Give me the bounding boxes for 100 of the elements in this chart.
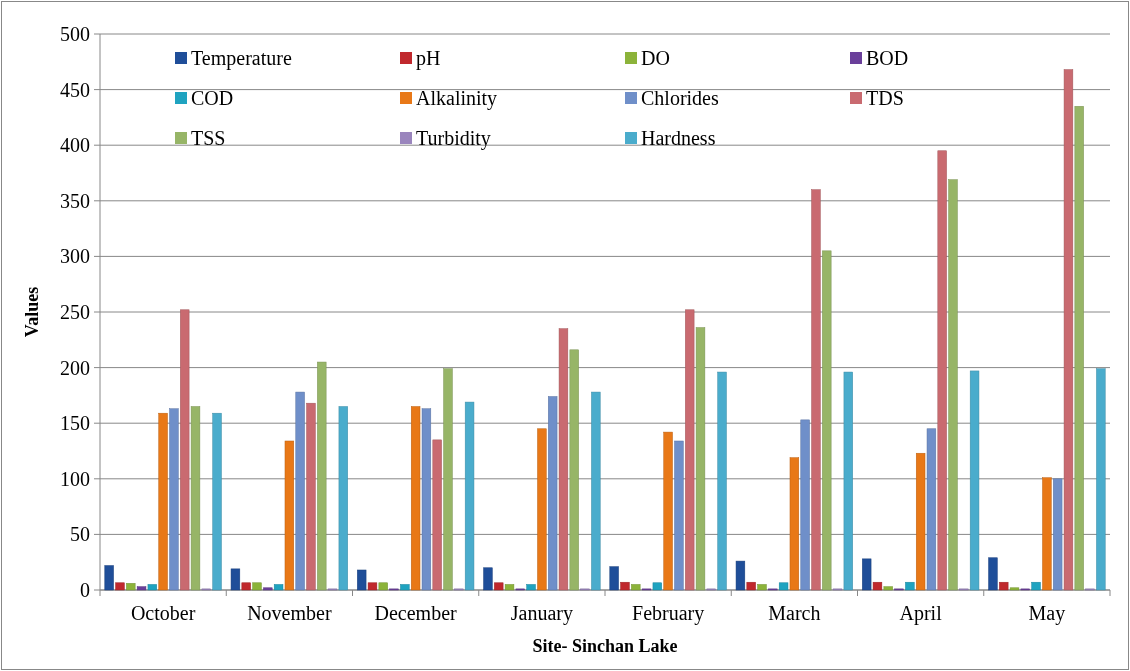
bar <box>872 581 883 591</box>
bar <box>1031 581 1041 591</box>
bar <box>631 584 641 591</box>
bar <box>1042 477 1052 591</box>
bar <box>295 391 305 591</box>
bar <box>999 581 1009 591</box>
bar <box>483 567 493 591</box>
bar <box>591 391 601 591</box>
bar <box>212 412 222 591</box>
bar <box>905 581 915 591</box>
bar <box>735 560 746 591</box>
y-tick-label: 200 <box>60 356 90 379</box>
bar <box>126 583 136 591</box>
bar <box>674 440 684 591</box>
bar <box>1063 69 1074 591</box>
legend-label: Hardness <box>641 127 716 149</box>
legend-label: DO <box>641 47 670 69</box>
y-tick-label: 300 <box>60 245 90 268</box>
bar <box>843 371 853 591</box>
bar <box>822 250 832 591</box>
bar <box>1074 106 1084 591</box>
bar <box>717 371 727 591</box>
bar <box>230 568 241 591</box>
bar <box>652 582 662 591</box>
bar <box>494 582 504 591</box>
y-tick-label: 100 <box>60 467 90 490</box>
bar <box>317 361 327 591</box>
bar <box>988 557 998 591</box>
bar <box>1009 587 1020 591</box>
x-tick-label: January <box>510 602 573 625</box>
bar <box>147 584 157 591</box>
x-tick-label: February <box>632 602 705 625</box>
bar <box>357 569 367 591</box>
bar <box>800 419 810 591</box>
bar <box>663 431 673 591</box>
legend-label: Temperature <box>191 47 292 70</box>
bar <box>948 179 958 591</box>
legend-label: Chlorides <box>641 87 719 109</box>
bar <box>338 406 348 591</box>
bar <box>1053 478 1063 591</box>
bar <box>115 582 125 591</box>
bar <box>915 452 926 591</box>
y-tick-label: 500 <box>60 23 90 45</box>
bar <box>190 406 201 591</box>
bar <box>306 402 316 591</box>
y-tick-label: 50 <box>70 523 90 546</box>
y-tick-label: 350 <box>60 189 90 212</box>
bar <box>883 586 893 591</box>
bar <box>926 428 937 591</box>
y-tick-label: 400 <box>60 134 90 157</box>
x-tick-label: October <box>130 602 196 624</box>
bar <box>169 408 179 591</box>
bar <box>432 439 442 591</box>
bar <box>241 582 251 591</box>
bar <box>158 412 168 591</box>
y-axis-title: Values <box>22 286 42 338</box>
bar <box>685 309 695 591</box>
bar <box>504 584 515 591</box>
bar <box>284 440 295 591</box>
bar <box>862 558 872 591</box>
legend-label: Alkalinity <box>416 87 498 110</box>
bar <box>620 581 630 591</box>
bar <box>104 565 114 591</box>
x-tick-label: May <box>1028 602 1066 625</box>
legend-label: BOD <box>866 47 909 69</box>
y-tick-label: 0 <box>80 579 90 601</box>
y-tick-label: 450 <box>60 78 90 101</box>
bar <box>937 150 947 591</box>
bar <box>443 368 453 591</box>
bar <box>695 327 706 591</box>
bar <box>410 406 421 591</box>
bar <box>746 581 756 591</box>
bar <box>789 457 800 591</box>
bar <box>421 408 432 591</box>
bar <box>558 328 569 591</box>
y-tick-label: 150 <box>60 412 90 435</box>
bar <box>464 401 475 591</box>
bar <box>548 396 558 591</box>
bar <box>136 586 147 591</box>
bar <box>609 566 619 591</box>
bar <box>778 582 789 591</box>
x-tick-label: December <box>374 602 458 624</box>
bar <box>969 370 980 591</box>
bar <box>811 189 821 591</box>
bar <box>273 584 284 591</box>
bar <box>180 309 190 591</box>
bar <box>367 582 378 591</box>
legend-label: TSS <box>191 127 226 149</box>
bar <box>537 428 547 591</box>
bar <box>252 582 262 591</box>
legend-label: TDS <box>866 87 904 109</box>
bar <box>757 584 767 591</box>
bar <box>526 584 536 591</box>
bar <box>569 349 579 591</box>
x-tick-label: November <box>247 602 332 624</box>
legend-label: Turbidity <box>416 127 491 150</box>
bar <box>1096 368 1106 591</box>
x-tick-label: April <box>899 602 943 625</box>
bar <box>378 582 388 591</box>
bar <box>400 584 410 591</box>
